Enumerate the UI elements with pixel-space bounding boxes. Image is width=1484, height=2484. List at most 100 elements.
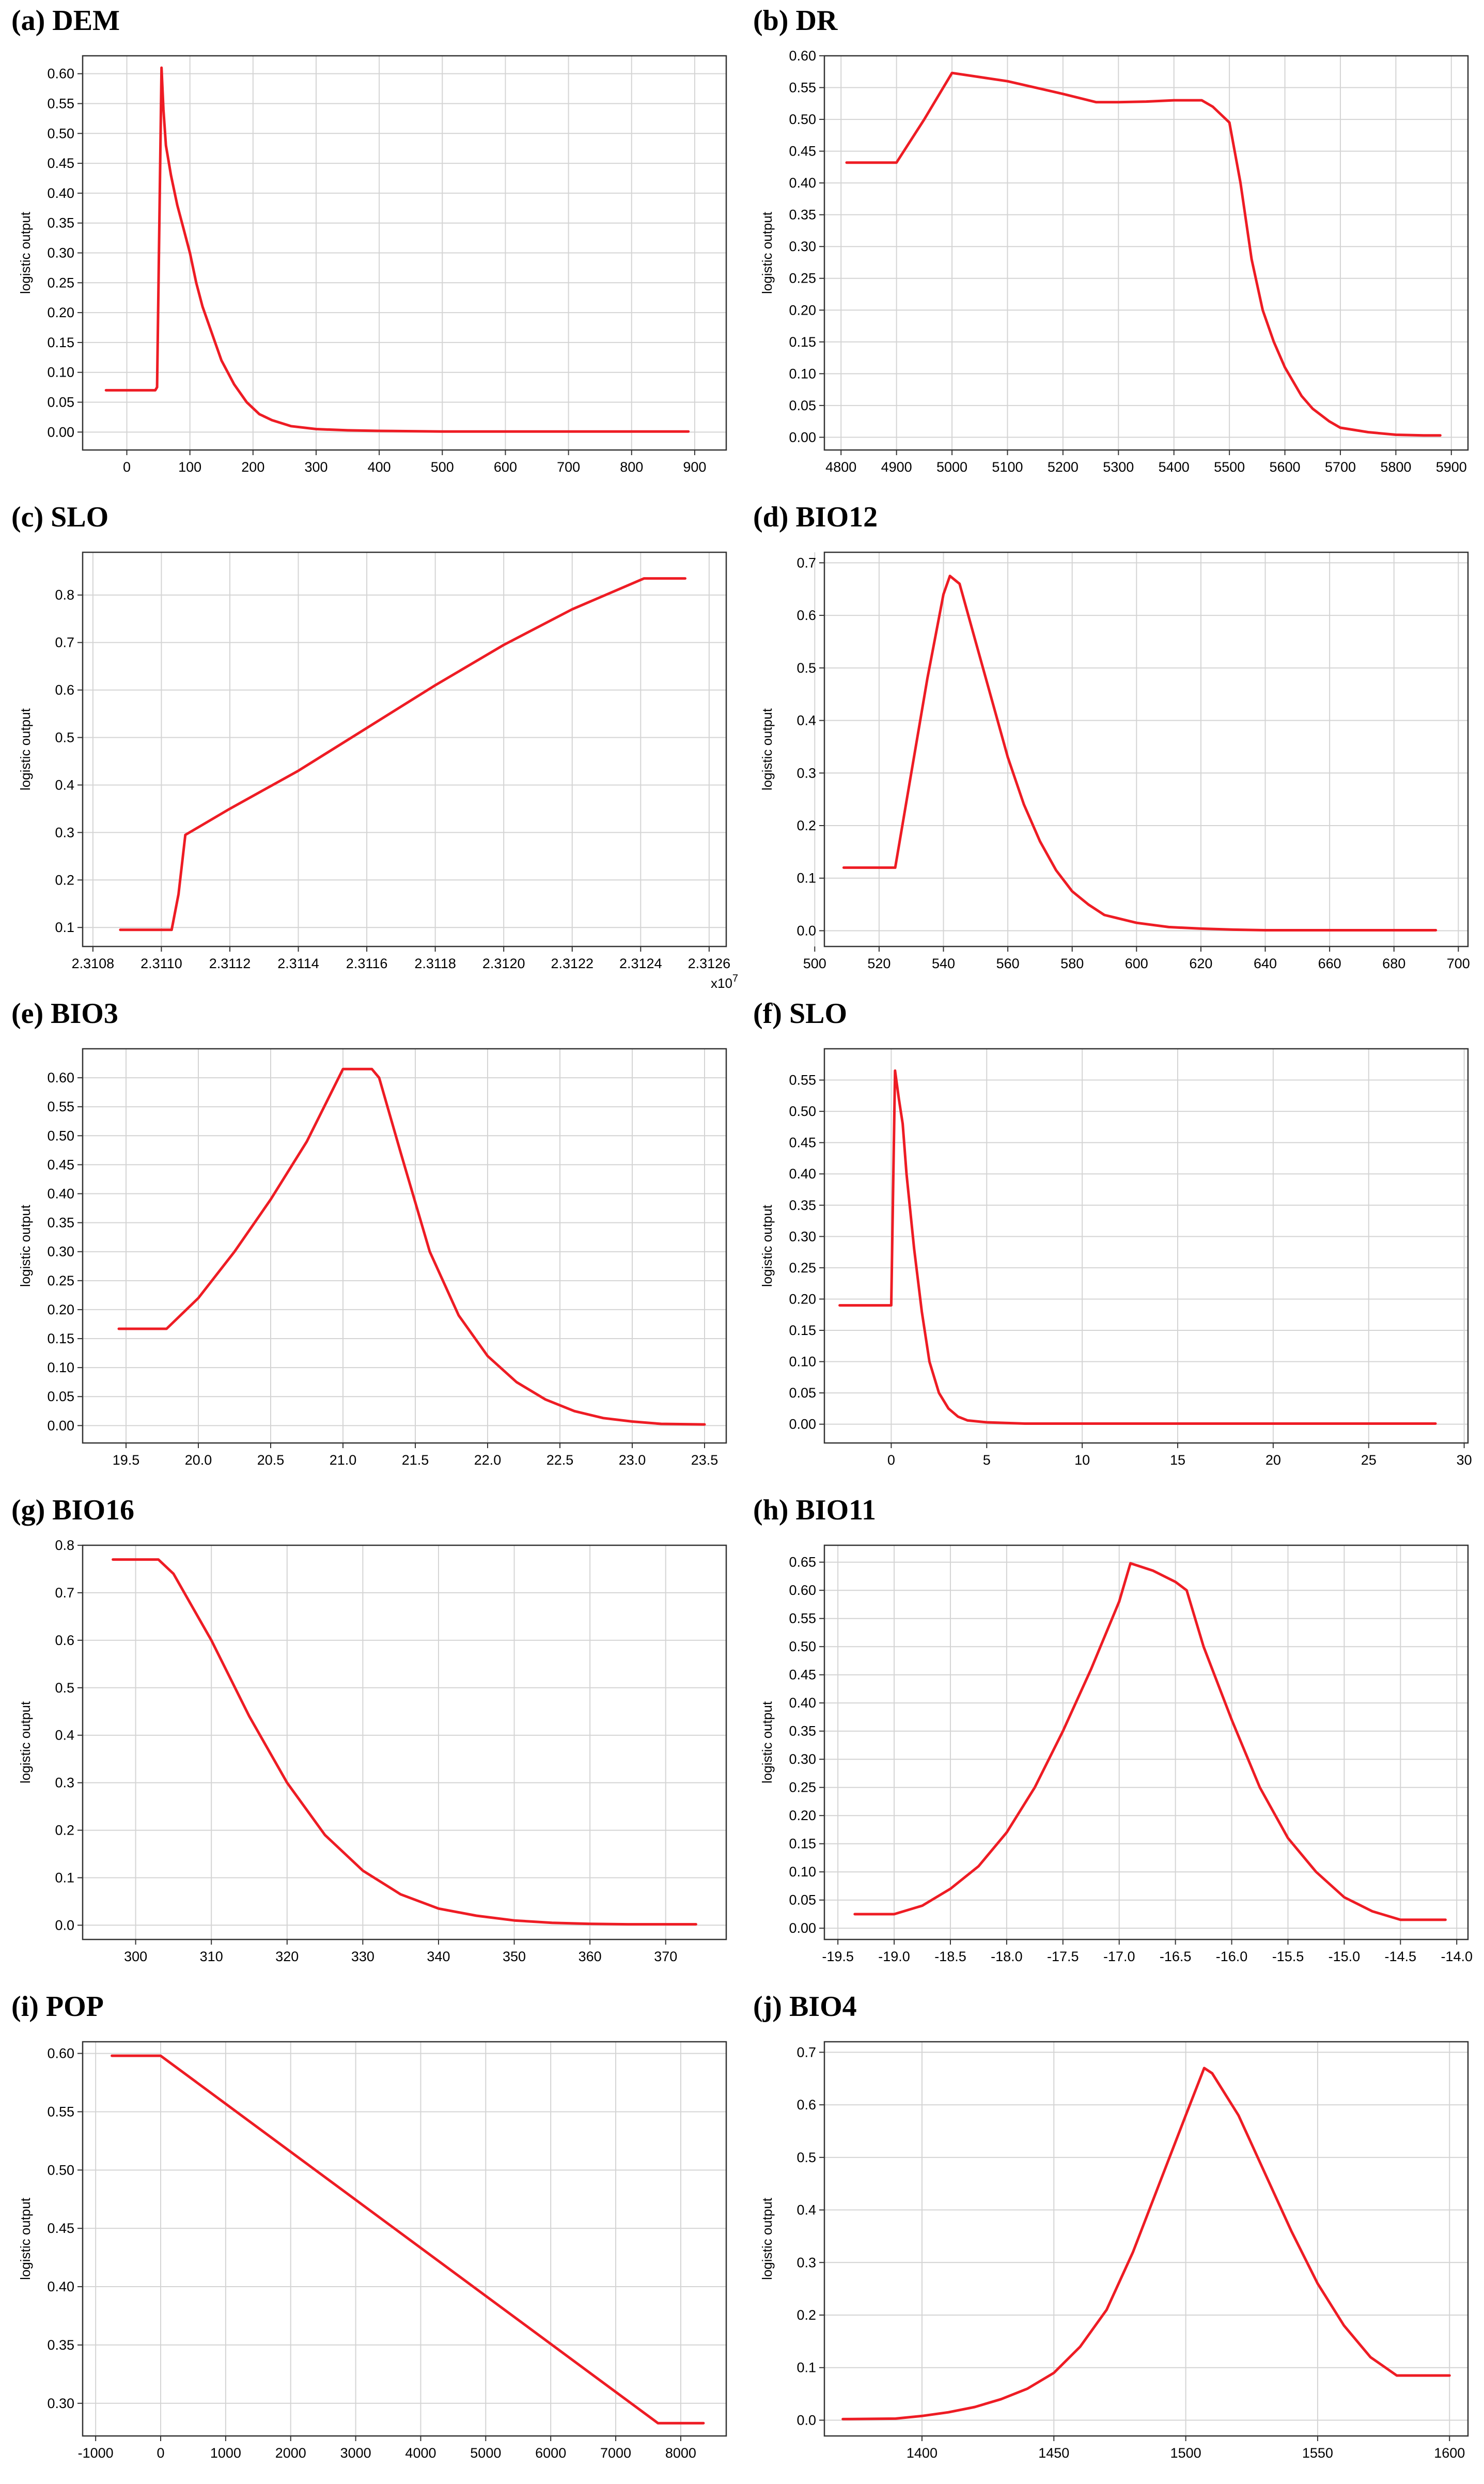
- y-tick-label: 0.5: [55, 1680, 74, 1696]
- y-tick-label: 0.10: [47, 1360, 74, 1375]
- y-tick-label: 0.6: [55, 682, 74, 698]
- y-tick-label: 0.40: [47, 185, 74, 201]
- y-tick-label: 0.25: [47, 1273, 74, 1288]
- y-tick-label: 0.2: [55, 872, 74, 888]
- x-tick-label: -18.0: [991, 1949, 1023, 1964]
- response-curve: [845, 71, 1442, 437]
- y-tick-label: 0.25: [47, 275, 74, 290]
- response-curve: [111, 2054, 705, 2425]
- x-tick-label: 600: [494, 459, 517, 475]
- y-tick-label: 0.0: [796, 2412, 816, 2428]
- x-tick-label: 5900: [1436, 459, 1467, 475]
- response-curve: [119, 577, 686, 932]
- y-tick-label: 0.7: [796, 555, 816, 570]
- y-tick-label: 0.65: [789, 1555, 816, 1570]
- x-tick-label: 20.5: [257, 1452, 285, 1468]
- y-tick-label: 0.2: [796, 2307, 816, 2323]
- y-tick-label: 0.20: [47, 305, 74, 320]
- x-tick-label: 15: [1170, 1452, 1185, 1468]
- x-tick-label: 900: [683, 459, 706, 475]
- plot-frame: [823, 1544, 1469, 1940]
- panel-pop: (i) POP -1000 0 1000 2000 3000 4000 5000 6000 70…: [0, 1986, 742, 2482]
- y-tick-label: 0.1: [796, 871, 816, 886]
- x-tick-label: 340: [427, 1949, 450, 1964]
- y-tick-label: 0.20: [789, 302, 816, 318]
- y-tick-label: 0.5: [796, 2150, 816, 2165]
- x-tick-label: 680: [1382, 956, 1405, 971]
- y-tick-label: 0.7: [55, 1585, 74, 1601]
- panel-title: (f) SLO: [753, 998, 847, 1030]
- y-tick-label: 0.6: [796, 2097, 816, 2113]
- x-tick-label: 2.3116: [346, 956, 388, 971]
- x-tick-label: 5000: [936, 459, 967, 475]
- y-tick-label: 0.50: [789, 1104, 816, 1119]
- y-tick-label: 0.60: [47, 66, 74, 82]
- plot-area: [83, 1545, 726, 1939]
- y-axis-label: logistic output: [18, 708, 33, 790]
- plot-frame: [82, 1048, 727, 1444]
- x-tick-label: 500: [431, 459, 454, 475]
- x-axis-exponent: x107: [711, 973, 738, 991]
- panel-bio12: (d) BIO12 500 520 540 560 580 600 620 640 660 680…: [742, 496, 1483, 993]
- response-curve-chart: 0 5 10 15 20 25 30 0.00 0.05 0.10 0.15 0.20 0.25 0.30…: [759, 1048, 1472, 1468]
- y-axis-label: logistic output: [759, 708, 775, 790]
- y-tick-label: 0.45: [47, 2221, 74, 2236]
- x-tick-label: 2.3118: [414, 956, 456, 971]
- response-curve-chart: 500 520 540 560 580 600 620 640 660 680 700 0.0 0.1 0…: [759, 551, 1470, 971]
- x-tick-label: 7000: [600, 2445, 631, 2461]
- panel-title: (g) BIO16: [11, 1494, 134, 1526]
- panel-title: (h) BIO11: [753, 1494, 877, 1526]
- y-tick-label: 0.00: [789, 1920, 816, 1936]
- y-tick-label: 0.0: [796, 923, 816, 938]
- y-tick-label: 0.40: [47, 1186, 74, 1202]
- x-tick-label: 580: [1060, 956, 1084, 971]
- x-tick-label: -17.0: [1103, 1949, 1135, 1964]
- y-tick-label: 0.35: [789, 1198, 816, 1213]
- response-curve-chart: 4800 4900 5000 5100 5200 5300 5400 5500 5600 5700…: [759, 48, 1469, 475]
- x-tick-label: 25: [1361, 1452, 1377, 1468]
- y-tick-label: 0.6: [55, 1633, 74, 1648]
- y-axis-label: logistic output: [759, 1204, 775, 1287]
- x-tick-label: 620: [1189, 956, 1212, 971]
- x-tick-label: 5800: [1380, 459, 1411, 475]
- y-tick-label: 0.05: [789, 1385, 816, 1401]
- x-tick-label: 1450: [1038, 2445, 1069, 2461]
- plot-area: [824, 552, 1468, 946]
- plot-frame: [823, 551, 1469, 948]
- response-curve-chart: -1000 0 1000 2000 3000 4000 5000 6000 7000 8000 0.…: [18, 2041, 727, 2461]
- plot-area: [824, 1545, 1468, 1939]
- y-tick-label: 0.05: [47, 395, 74, 410]
- y-tick-label: 0.00: [47, 1418, 74, 1433]
- panel-dem: (a) DEM 0 100 200 300 400 500 600 700 800 900 0.00…: [0, 0, 742, 496]
- x-tick-label: 2000: [275, 2445, 306, 2461]
- response-curve: [853, 1562, 1447, 1921]
- panel-title: (j) BIO4: [753, 1991, 857, 2023]
- plot-frame: [823, 55, 1469, 451]
- y-tick-label: 0.25: [789, 1780, 816, 1795]
- panel-title: (e) BIO3: [11, 998, 118, 1030]
- x-tick-label: -19.5: [822, 1949, 854, 1964]
- y-tick-label: 0.35: [47, 2337, 74, 2353]
- x-tick-label: 5300: [1103, 459, 1134, 475]
- x-tick-label: 10: [1074, 1452, 1090, 1468]
- x-tick-label: 300: [304, 459, 327, 475]
- x-tick-label: -1000: [78, 2445, 114, 2461]
- x-tick-label: -16.5: [1160, 1949, 1192, 1964]
- y-tick-label: 0.0: [55, 1917, 74, 1933]
- y-tick-label: 0.7: [796, 2044, 816, 2060]
- y-tick-label: 0.00: [789, 429, 816, 445]
- y-tick-label: 0.30: [47, 1244, 74, 1260]
- x-tick-label: 6000: [535, 2445, 566, 2461]
- y-tick-label: 0.15: [47, 335, 74, 350]
- x-tick-label: 30: [1457, 1452, 1472, 1468]
- x-tick-label: 310: [200, 1949, 223, 1964]
- y-tick-label: 0.4: [55, 1728, 74, 1743]
- y-tick-label: 0.60: [789, 48, 816, 64]
- y-tick-label: 0.55: [47, 1099, 74, 1114]
- x-tick-label: 5100: [992, 459, 1023, 475]
- y-axis-label: logistic output: [759, 2197, 775, 2280]
- y-tick-label: 0.4: [55, 777, 74, 793]
- x-tick-label: 360: [579, 1949, 602, 1964]
- y-tick-label: 0.20: [47, 1302, 74, 1317]
